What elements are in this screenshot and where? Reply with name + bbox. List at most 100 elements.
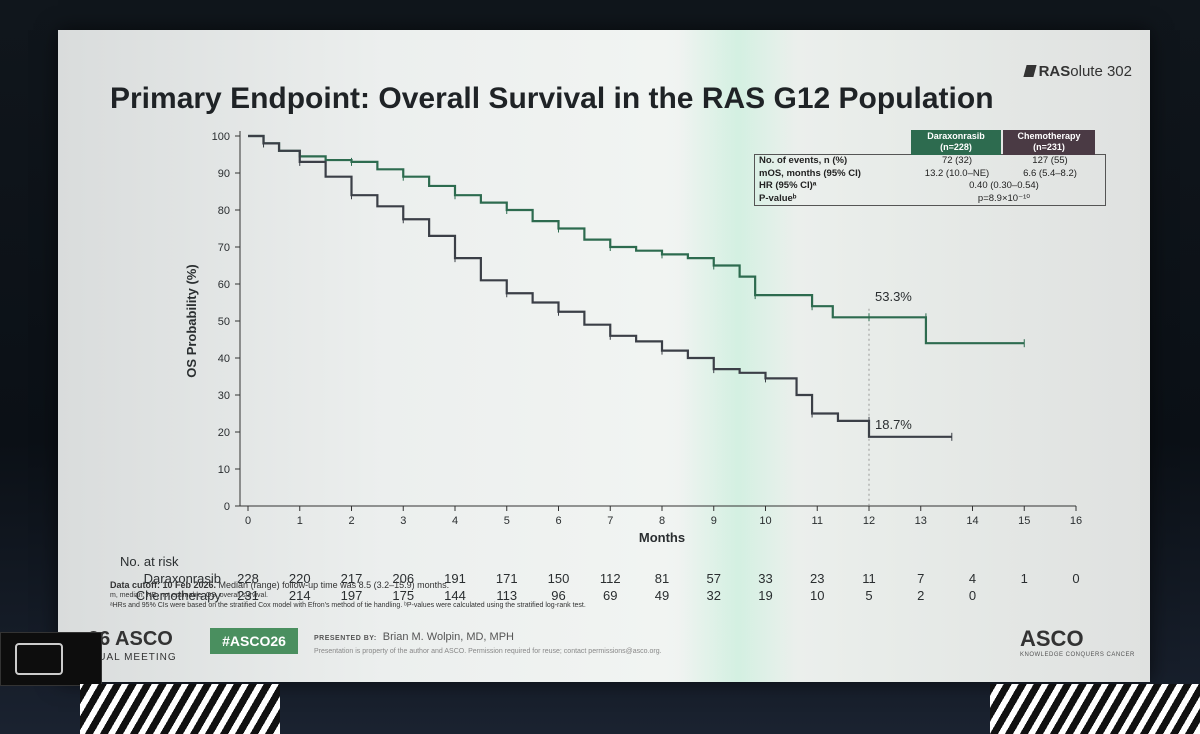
chemo-header: Chemotherapy (n=231) xyxy=(1003,130,1095,155)
at-risk-value: 171 xyxy=(496,571,518,586)
asco-tagline: KNOWLEDGE CONQUERS CANCER xyxy=(1020,652,1135,658)
x-axis-label: Months xyxy=(639,530,685,545)
at-risk-value: 191 xyxy=(444,571,466,586)
x-tick-label: 4 xyxy=(452,515,458,527)
asco-logo: ASCO xyxy=(1020,626,1084,651)
x-tick-label: 5 xyxy=(504,515,510,527)
at-risk-value: 96 xyxy=(551,588,565,603)
at-risk-value: 49 xyxy=(655,588,669,603)
projector-glare xyxy=(678,30,798,682)
footer-bar: 26 ASCO NUAL MEETING #ASCO26 PRESENTED B… xyxy=(58,620,1150,682)
table-row: No. of events, n (%) 72 (32) 127 (55) xyxy=(755,155,1105,168)
presenter-name: Brian M. Wolpin, MD, MPH xyxy=(382,631,514,643)
p-value: p=8.9×10⁻¹⁰ xyxy=(977,192,1031,204)
at-risk-value: 0 xyxy=(969,588,976,603)
at-risk-value: 5 xyxy=(865,588,872,603)
x-tick-label: 1 xyxy=(297,515,303,527)
at-risk-value: 228 xyxy=(237,571,259,586)
dara-value: 72 (32) xyxy=(941,155,973,166)
at-risk-value: 23 xyxy=(810,571,824,586)
x-tick-label: 2 xyxy=(348,515,354,527)
y-tick-label: 20 xyxy=(218,427,230,439)
dara-value: 13.2 (10.0–NE) xyxy=(924,167,990,179)
at-risk-value: 113 xyxy=(496,588,517,603)
abbreviations: m, median; NE, not estimable; OS, overal… xyxy=(110,592,268,599)
meeting-label: NUAL MEETING xyxy=(90,652,177,663)
x-tick-label: 3 xyxy=(400,515,406,527)
at-risk-value: 4 xyxy=(969,571,976,586)
at-risk-value: 220 xyxy=(289,571,311,586)
dara-header-name: Daraxonrasib xyxy=(927,131,985,141)
row-label: HR (95% CI)ᵃ xyxy=(759,180,817,191)
table-row: mOS, months (95% CI) 13.2 (10.0–NE) 6.6 … xyxy=(755,168,1105,181)
at-risk-value: 10 xyxy=(810,588,824,603)
at-risk-row-label: Daraxonrasib xyxy=(144,571,221,586)
at-risk-title: No. at risk xyxy=(120,554,179,569)
at-risk-value: 0 xyxy=(1072,571,1079,586)
at-risk-value: 112 xyxy=(600,571,621,586)
presentation-slide: Primary Endpoint: Overall Survival in th… xyxy=(58,30,1150,682)
at-risk-value: 206 xyxy=(392,571,414,586)
table-row: P-valueᵇ p=8.9×10⁻¹⁰ xyxy=(755,193,1105,206)
stats-table: Daraxonrasib (n=228) Chemotherapy (n=231… xyxy=(754,130,1106,206)
x-tick-label: 8 xyxy=(659,515,665,527)
chemo-value: 6.6 (5.4–8.2) xyxy=(1023,167,1077,179)
row-label: P-valueᵇ xyxy=(759,192,797,204)
at-risk-value: 7 xyxy=(917,571,924,586)
hashtag-badge: #ASCO26 xyxy=(210,628,298,654)
x-tick-label: 14 xyxy=(966,515,978,527)
presenter: PRESENTED BY: Brian M. Wolpin, MD, MPH xyxy=(314,631,514,643)
x-tick-label: 16 xyxy=(1070,515,1082,527)
stage-stripes-left xyxy=(80,684,280,734)
camera-monitor xyxy=(0,632,102,686)
y-tick-label: 100 xyxy=(212,131,230,143)
at-risk-value: 150 xyxy=(548,571,570,586)
asco-meeting-logo: 26 ASCO xyxy=(88,628,173,650)
y-tick-label: 60 xyxy=(218,279,230,291)
chemo-header-n: (n=231) xyxy=(1033,142,1065,152)
at-risk-row-label: Chemotherapy xyxy=(136,588,222,603)
at-risk-value: 69 xyxy=(603,588,617,603)
x-tick-label: 0 xyxy=(245,515,251,527)
x-tick-label: 13 xyxy=(915,515,927,527)
y-tick-label: 50 xyxy=(218,316,230,328)
at-risk-value: 57 xyxy=(707,571,721,586)
y-tick-label: 80 xyxy=(218,205,230,217)
at-risk-value: 19 xyxy=(758,588,772,603)
at-risk-value: 217 xyxy=(341,571,363,586)
at-risk-value: 231 xyxy=(237,588,259,603)
at-risk-value: 214 xyxy=(289,588,311,603)
x-tick-label: 15 xyxy=(1018,515,1030,527)
row-label: mOS, months (95% CI) xyxy=(759,167,861,179)
at-risk-value: 81 xyxy=(655,571,669,586)
chemo-header-name: Chemotherapy xyxy=(1017,131,1081,141)
follow-up-text: Median (range) follow-up time was 8.5 (3… xyxy=(218,580,450,590)
brand-logo: RASolute 302 xyxy=(1022,63,1132,80)
presented-by-label: PRESENTED BY: xyxy=(314,635,377,642)
y-tick-label: 40 xyxy=(218,353,230,365)
chemo-value: 127 (55) xyxy=(1032,155,1068,166)
at-risk-value: 175 xyxy=(392,588,414,603)
x-tick-label: 6 xyxy=(555,515,561,527)
y-tick-label: 90 xyxy=(218,168,230,180)
row-label: No. of events, n (%) xyxy=(759,155,848,166)
cutoff-date: Data cutoff: 10 Feb 2026. xyxy=(110,580,217,590)
annotation-label: 18.7% xyxy=(875,417,912,432)
stage-stripes-right xyxy=(990,684,1200,734)
annotation-label: 53.3% xyxy=(875,289,912,304)
dara-header-n: (n=228) xyxy=(940,142,972,152)
footnote-notes: ᵃHRs and 95% CIs were based on the strat… xyxy=(110,602,586,609)
y-tick-label: 30 xyxy=(218,390,230,402)
series-line-chemotherapy xyxy=(248,134,952,438)
slide-title: Primary Endpoint: Overall Survival in th… xyxy=(110,82,994,115)
at-risk-value: 197 xyxy=(341,588,363,603)
x-tick-label: 9 xyxy=(711,515,717,527)
brand-suffix: olute 302 xyxy=(1070,63,1132,80)
at-risk-value: 2 xyxy=(917,588,924,603)
y-tick-label: 0 xyxy=(224,501,230,513)
at-risk-value: 11 xyxy=(862,571,876,586)
table-row: HR (95% CI)ᵃ 0.40 (0.30–0.54) xyxy=(755,180,1105,193)
at-risk-value: 144 xyxy=(444,588,466,603)
data-cutoff: Data cutoff: 10 Feb 2026. Median (range)… xyxy=(110,580,449,590)
